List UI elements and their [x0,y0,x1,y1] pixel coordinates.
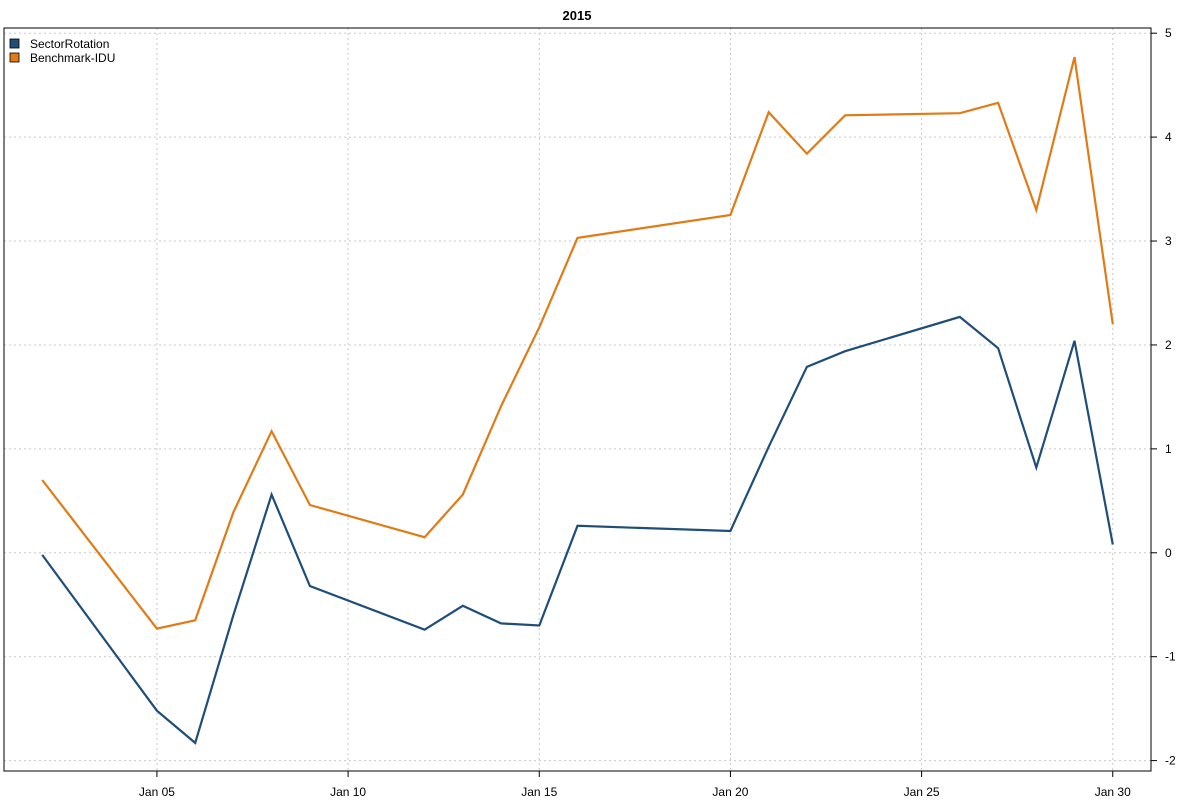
legend-swatch [9,38,20,49]
x-tick-label: Jan 15 [521,785,557,799]
sectorrotation-line [41,315,1114,745]
x-tick-label: Jan 25 [904,785,940,799]
plot-frame [3,27,1152,772]
y-tick-label: 0 [1165,546,1172,560]
legend-label: SectorRotation [30,37,109,51]
y-tick-label: 3 [1165,234,1172,248]
y-tick-label: -1 [1165,650,1176,664]
x-tick-label: Jan 30 [1095,785,1131,799]
y-tick-label: 1 [1165,442,1172,456]
x-tick-label: Jan 05 [139,785,175,799]
chart-title: 2015 [563,8,592,23]
y-tick-label: -2 [1165,754,1176,768]
x-tick-label: Jan 20 [712,785,748,799]
series-lines [41,56,1114,745]
y-tick-label: 5 [1165,26,1172,40]
grid-lines [4,28,1151,771]
axes: -2 -1 0 1 2 3 4 5 Jan 05 Jan 10 Jan 15 Jan 20 Jan 25… [139,26,1176,799]
legend-label: Benchmark-IDU [30,51,115,65]
x-tick-label: Jan 10 [330,785,366,799]
legend-swatch [9,52,20,63]
y-tick-label: 4 [1165,130,1172,144]
y-tick-label: 2 [1165,338,1172,352]
benchmark-idu-line [41,56,1114,630]
